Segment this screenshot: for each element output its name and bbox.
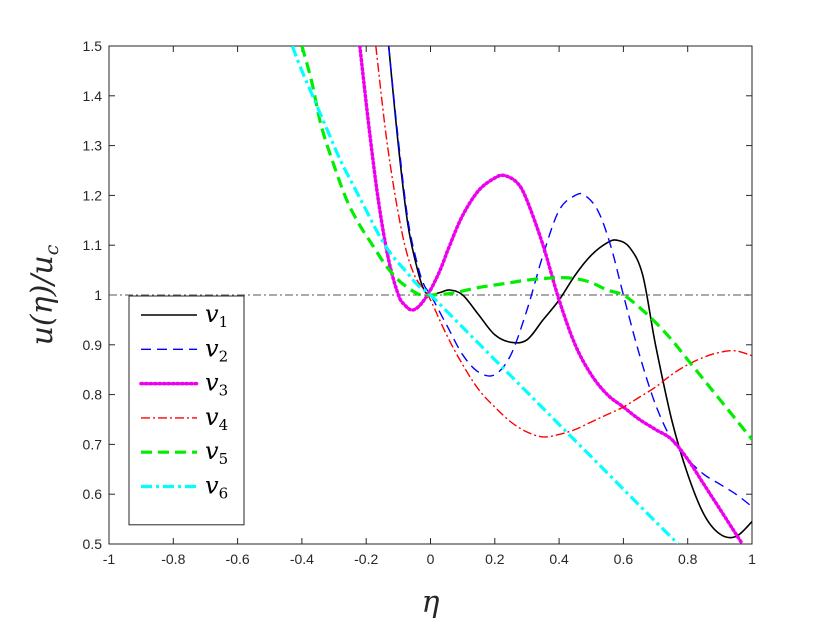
series-line-v5 <box>300 46 752 441</box>
y-axis-label-sub: c <box>41 244 63 255</box>
y-tick-label: 1.1 <box>83 237 103 253</box>
x-tick-label: -0.2 <box>354 551 378 567</box>
series-line-v6 <box>290 46 680 544</box>
legend-label-v1: v1 <box>205 300 228 331</box>
x-tick-label: -0.4 <box>290 551 314 567</box>
x-tick-label: 0.6 <box>614 551 634 567</box>
y-tick-label: 0.7 <box>83 436 103 452</box>
series-line-v2 <box>388 46 752 508</box>
y-tick-label: 0.9 <box>83 337 103 353</box>
legend-label-v4: v4 <box>205 403 228 434</box>
y-tick-label: 0.6 <box>83 486 103 502</box>
y-tick-label: 1.3 <box>83 138 103 154</box>
legend-label-sub: 2 <box>219 347 229 365</box>
legend-label-main: v <box>205 369 219 397</box>
legend-label-v5: v5 <box>205 437 228 468</box>
x-tick-label: 0.8 <box>678 551 698 567</box>
tick-marks <box>108 45 753 545</box>
x-tick-label: 0 <box>427 551 435 567</box>
legend-label-main: v <box>205 300 219 328</box>
legend-label-sub: 6 <box>219 485 229 503</box>
legend-label-sub: 1 <box>219 313 229 331</box>
y-tick-label: 1 <box>94 287 102 303</box>
legend-label-sub: 5 <box>219 450 229 468</box>
legend-label-sub: 4 <box>219 416 229 434</box>
legend-label-main: v <box>205 472 219 500</box>
svg-text:u(η)/uc: u(η)/uc <box>25 244 63 345</box>
legend-label-main: v <box>205 334 219 362</box>
y-tick-label: 1.4 <box>83 88 103 104</box>
legend-label-main: v <box>205 403 219 431</box>
y-axis-label-main: u(η)/u <box>25 255 60 345</box>
y-tick-label: 0.5 <box>83 536 103 552</box>
series-line-v3 <box>358 46 745 544</box>
y-axis-label: u(η)/uc <box>25 244 63 345</box>
y-tick-label: 1.5 <box>83 38 103 54</box>
series-line-v4 <box>375 46 752 438</box>
legend-label-main: v <box>205 437 219 465</box>
data-curves <box>290 46 752 544</box>
x-tick-label: -1 <box>103 551 116 567</box>
tick-labels: -1 -0.8 -0.6 -0.4 -0.2 0 0.2 0.4 0.6 0.8 1 0.5 0.6 0.… <box>83 38 757 567</box>
x-tick-label: -0.6 <box>226 551 250 567</box>
x-axis-label: η <box>422 585 440 620</box>
legend-label-v3: v3 <box>205 369 228 400</box>
x-tick-label: 0.2 <box>485 551 505 567</box>
series-line-v1 <box>387 46 752 539</box>
x-tick-label: 0.4 <box>549 551 569 567</box>
y-tick-label: 1.2 <box>83 187 103 203</box>
legend-label-v2: v2 <box>205 334 228 365</box>
legend-label-v6: v6 <box>205 472 228 503</box>
legend-label-sub: 3 <box>219 382 229 400</box>
plot-area: -1 -0.8 -0.6 -0.4 -0.2 0 0.2 0.4 0.6 0.8 1 0.5 0.6 0.… <box>83 38 757 567</box>
x-tick-label: -0.8 <box>161 551 185 567</box>
x-tick-label: 1 <box>748 551 756 567</box>
y-tick-label: 0.8 <box>83 387 103 403</box>
